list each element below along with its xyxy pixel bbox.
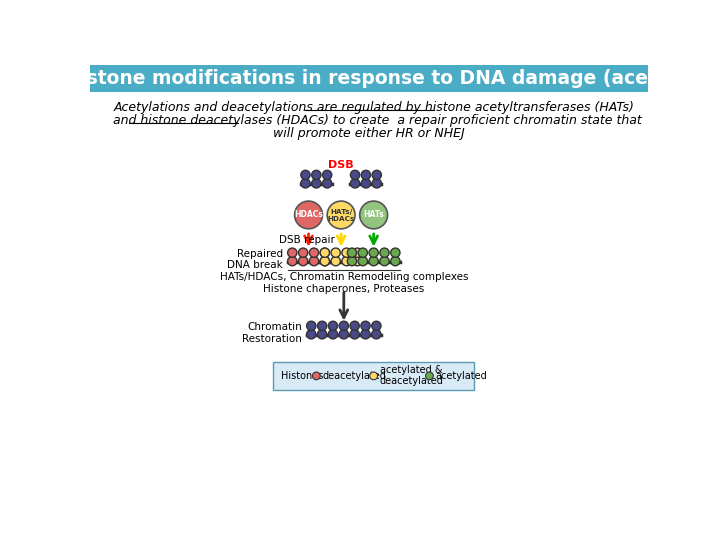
Text: acetylated &: acetylated & — [380, 366, 442, 375]
Circle shape — [310, 248, 319, 257]
Circle shape — [339, 330, 348, 339]
Circle shape — [301, 179, 310, 188]
Circle shape — [351, 170, 360, 179]
Circle shape — [323, 170, 332, 179]
Text: HATs/: HATs/ — [330, 209, 352, 215]
Circle shape — [372, 321, 381, 330]
Circle shape — [294, 201, 323, 229]
Circle shape — [307, 330, 316, 339]
Text: HATs: HATs — [364, 211, 384, 219]
Text: Histones: Histones — [281, 371, 323, 381]
Circle shape — [372, 179, 382, 188]
Circle shape — [380, 256, 389, 266]
Circle shape — [360, 201, 387, 229]
Circle shape — [287, 256, 297, 266]
Text: will promote either HR or NHEJ: will promote either HR or NHEJ — [273, 127, 465, 140]
Circle shape — [320, 256, 330, 266]
Circle shape — [331, 256, 341, 266]
Circle shape — [342, 248, 351, 257]
FancyBboxPatch shape — [90, 65, 648, 92]
Circle shape — [299, 256, 307, 266]
Circle shape — [328, 321, 338, 330]
Text: Other histone modifications in response to DNA damage (acetylation): Other histone modifications in response … — [0, 69, 720, 88]
Circle shape — [369, 256, 378, 266]
Circle shape — [301, 170, 310, 179]
Circle shape — [318, 321, 327, 330]
Circle shape — [372, 170, 382, 179]
FancyBboxPatch shape — [273, 362, 474, 390]
Text: HDACs: HDACs — [294, 211, 323, 219]
Circle shape — [391, 248, 400, 257]
Circle shape — [351, 179, 360, 188]
Circle shape — [361, 321, 370, 330]
Text: Chromatin
Restoration: Chromatin Restoration — [242, 322, 302, 343]
Circle shape — [339, 321, 348, 330]
Circle shape — [307, 321, 316, 330]
Text: HATs/HDACs, Chromatin Remodeling complexes
Histone chaperones, Proteases: HATs/HDACs, Chromatin Remodeling complex… — [220, 272, 468, 294]
Circle shape — [426, 372, 433, 380]
Circle shape — [310, 256, 319, 266]
Circle shape — [347, 248, 356, 257]
Text: deacetylated: deacetylated — [323, 371, 387, 381]
Circle shape — [380, 248, 389, 257]
Circle shape — [320, 256, 330, 266]
Circle shape — [350, 330, 359, 339]
Circle shape — [323, 179, 332, 188]
Circle shape — [358, 248, 367, 257]
Text: DSB repair: DSB repair — [279, 235, 335, 245]
Circle shape — [320, 248, 330, 257]
Text: Acetylations and deacetylations are regulated by histone acetyltransferases (HAT: Acetylations and deacetylations are regu… — [113, 100, 634, 113]
Circle shape — [358, 256, 367, 266]
Circle shape — [287, 248, 297, 257]
Circle shape — [312, 372, 320, 380]
Circle shape — [331, 248, 341, 257]
Circle shape — [353, 248, 362, 257]
Text: deacetylated: deacetylated — [380, 375, 444, 386]
Circle shape — [312, 170, 321, 179]
Circle shape — [369, 248, 378, 257]
Text: and histone deacetylases (HDACs) to create  a repair proficient chromatin state : and histone deacetylases (HDACs) to crea… — [113, 114, 642, 127]
Text: HDACs: HDACs — [328, 216, 355, 222]
Circle shape — [318, 330, 327, 339]
Circle shape — [361, 179, 371, 188]
Circle shape — [372, 330, 381, 339]
Circle shape — [328, 330, 338, 339]
Circle shape — [299, 248, 307, 257]
Circle shape — [353, 256, 362, 266]
Circle shape — [361, 330, 370, 339]
Circle shape — [347, 256, 356, 266]
Text: Repaired
DNA break: Repaired DNA break — [228, 249, 283, 271]
Circle shape — [391, 256, 400, 266]
Text: acetylated: acetylated — [436, 371, 487, 381]
Text: DSB: DSB — [328, 160, 354, 170]
Circle shape — [361, 170, 371, 179]
Circle shape — [350, 321, 359, 330]
Circle shape — [327, 201, 355, 229]
Circle shape — [370, 372, 377, 380]
Circle shape — [312, 179, 321, 188]
Circle shape — [320, 248, 330, 257]
Circle shape — [342, 256, 351, 266]
